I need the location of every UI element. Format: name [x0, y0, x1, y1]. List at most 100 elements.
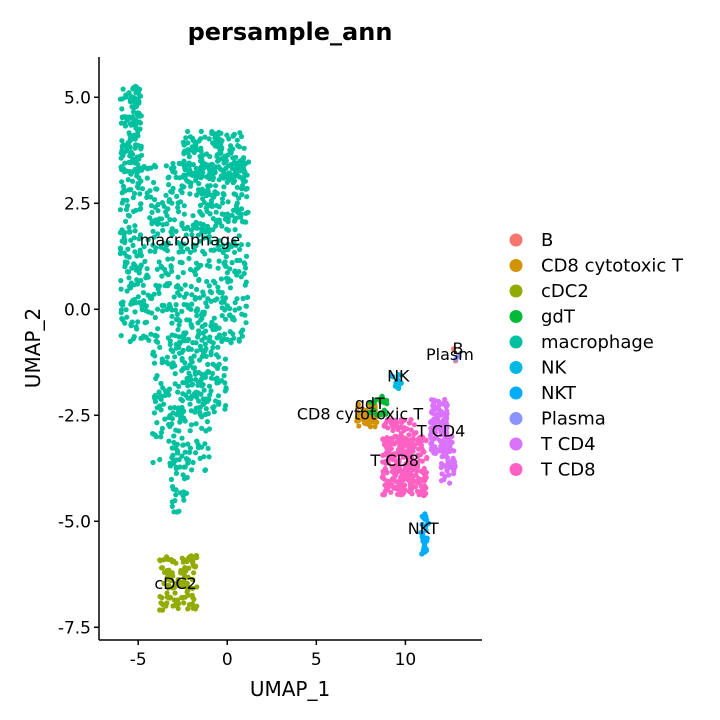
- point-macrophage: [193, 377, 199, 383]
- point-macrophage: [151, 360, 158, 366]
- point-macrophage: [183, 330, 189, 336]
- point-macrophage: [207, 239, 213, 245]
- cluster-label: T CD4: [416, 422, 466, 441]
- point-macrophage: [227, 285, 233, 291]
- point-macrophage: [151, 179, 157, 186]
- point-macrophage: [134, 253, 140, 259]
- point-macrophage: [171, 217, 177, 223]
- point-macrophage: [144, 266, 150, 272]
- point-macrophage: [166, 392, 172, 398]
- point-macrophage: [125, 212, 131, 218]
- point-macrophage: [241, 145, 247, 151]
- point-cdc2: [192, 554, 198, 560]
- point-macrophage: [198, 128, 204, 134]
- point-t-cd8: [406, 432, 412, 438]
- point-macrophage: [118, 278, 124, 284]
- point-macrophage: [196, 138, 202, 144]
- legend-key-t-cd8: [509, 463, 523, 476]
- point-macrophage: [229, 212, 235, 218]
- point-macrophage: [131, 282, 137, 288]
- point-macrophage: [183, 365, 189, 371]
- point-macrophage: [203, 396, 209, 402]
- point-t-cd4: [446, 472, 452, 478]
- point-macrophage: [136, 236, 142, 242]
- point-cdc2: [194, 603, 200, 609]
- point-macrophage: [169, 256, 175, 262]
- point-t-cd8: [399, 418, 405, 424]
- point-gdt: [381, 407, 387, 413]
- point-macrophage: [134, 326, 140, 332]
- point-macrophage: [173, 445, 179, 451]
- point-macrophage: [206, 175, 212, 181]
- point-macrophage: [221, 373, 227, 379]
- point-macrophage: [173, 470, 179, 476]
- point-macrophage: [216, 131, 222, 137]
- point-t-cd8: [411, 444, 417, 450]
- point-t-cd4: [429, 442, 435, 448]
- point-macrophage: [215, 265, 221, 271]
- point-macrophage: [142, 320, 148, 326]
- point-macrophage: [122, 237, 128, 243]
- point-macrophage: [230, 155, 236, 161]
- point-macrophage: [213, 209, 219, 215]
- point-macrophage: [232, 268, 238, 274]
- point-cdc2: [170, 585, 176, 591]
- legend-label-b: B: [541, 230, 553, 251]
- point-macrophage: [193, 421, 199, 427]
- point-macrophage: [130, 169, 136, 175]
- point-macrophage: [240, 156, 246, 162]
- point-cdc2: [189, 592, 195, 599]
- point-t-cd8: [419, 487, 425, 493]
- point-macrophage: [193, 219, 199, 225]
- point-macrophage: [151, 410, 157, 416]
- point-macrophage: [169, 313, 175, 319]
- point-macrophage: [221, 171, 227, 177]
- point-t-cd4: [439, 439, 445, 445]
- point-macrophage: [171, 509, 177, 515]
- point-macrophage: [244, 194, 250, 200]
- point-macrophage: [228, 278, 234, 284]
- point-macrophage: [181, 408, 187, 414]
- point-macrophage: [138, 277, 144, 284]
- point-macrophage: [203, 406, 209, 412]
- point-t-cd4: [447, 480, 453, 486]
- point-macrophage: [183, 166, 189, 172]
- point-macrophage: [141, 244, 147, 250]
- point-macrophage: [164, 354, 170, 360]
- point-macrophage: [125, 177, 131, 183]
- point-t-cd8: [416, 446, 422, 452]
- point-t-cd8: [414, 437, 420, 443]
- point-macrophage: [240, 295, 246, 302]
- point-macrophage: [177, 490, 183, 496]
- legend-key-cd8-cytotoxic-t: [509, 259, 523, 272]
- point-macrophage: [143, 275, 149, 281]
- point-macrophage: [184, 490, 190, 496]
- point-t-cd4: [428, 409, 435, 415]
- point-macrophage: [208, 375, 215, 381]
- point-cdc2: [185, 587, 191, 593]
- point-t-cd8: [395, 468, 401, 474]
- point-t-cd8: [400, 482, 406, 488]
- point-macrophage: [134, 96, 140, 102]
- point-macrophage: [183, 135, 189, 141]
- point-macrophage: [184, 303, 191, 309]
- point-t-cd8: [419, 438, 425, 444]
- point-t-cd8: [398, 446, 404, 452]
- point-t-cd8: [384, 487, 390, 493]
- point-macrophage: [187, 249, 193, 255]
- point-t-cd8: [415, 452, 421, 458]
- y-axis-title: UMAP_2: [21, 308, 45, 388]
- point-macrophage: [152, 197, 158, 203]
- point-macrophage: [148, 331, 154, 337]
- point-macrophage: [196, 181, 202, 187]
- point-nkt: [419, 530, 425, 536]
- point-cdc2: [166, 582, 172, 588]
- point-macrophage: [146, 165, 152, 171]
- x-tick-label: 0: [222, 650, 233, 670]
- point-macrophage: [177, 259, 183, 265]
- point-macrophage: [195, 445, 201, 451]
- legend: B CD8 cytotoxic T cDC2 gdT macrophage NK NKT Pl…: [509, 230, 684, 481]
- point-macrophage: [215, 284, 221, 290]
- point-macrophage: [219, 196, 225, 202]
